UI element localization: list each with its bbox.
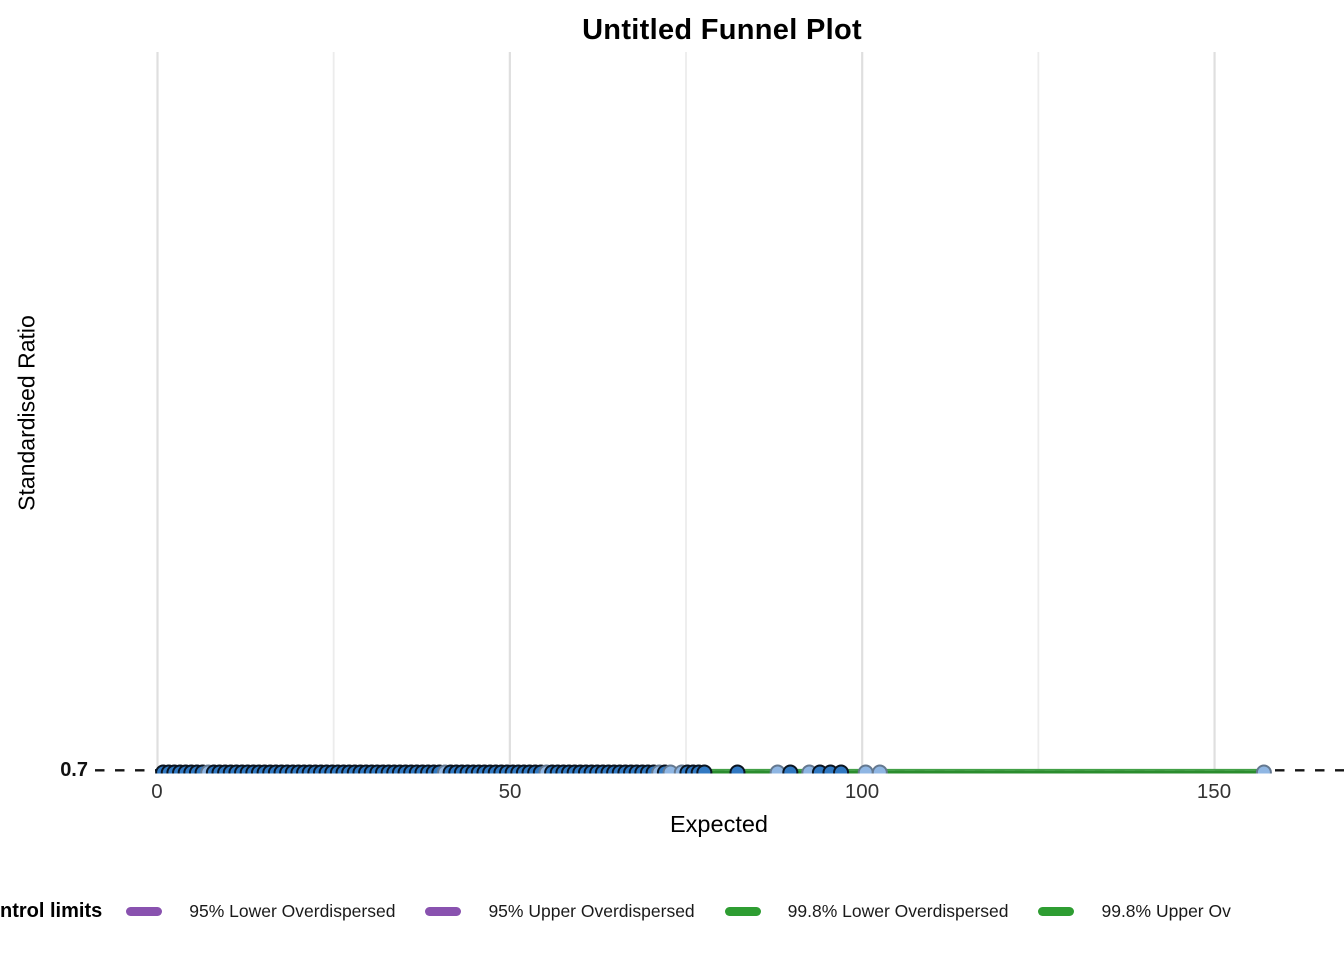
- x-tick-label-50: 50: [498, 780, 522, 803]
- legend-item-95-lower: 95% Lower Overdispersed: [126, 901, 395, 922]
- x-axis-title: Expected: [670, 811, 768, 837]
- legend: ntrol limits 95% Lower Overdispersed 95%…: [0, 892, 1344, 930]
- x-tick-label-0: 0: [151, 780, 163, 803]
- legend-title: ntrol limits: [0, 899, 103, 922]
- x-tick-label-100: 100: [844, 780, 880, 803]
- legend-item-95-upper: 95% Upper Overdispersed: [425, 900, 695, 922]
- y-tick-label-0.7: 0.7: [60, 759, 88, 781]
- data-point: [782, 764, 799, 774]
- line-swatch-icon: [126, 906, 163, 916]
- y-axis-title: Standardised Ratio: [13, 315, 40, 511]
- line-swatch-icon: [1038, 906, 1075, 916]
- line-swatch-icon: [724, 906, 761, 916]
- data-point: [696, 764, 713, 774]
- data-point: [857, 764, 874, 774]
- data-point: [833, 764, 850, 774]
- plot-layer: [155, 764, 1272, 774]
- legend-item-label: 99.8% Lower Overdispersed: [787, 900, 1009, 921]
- legend-item-998-lower: 99.8% Lower Overdispersed: [724, 900, 1009, 922]
- legend-item-label: 99.8% Upper Ov: [1101, 900, 1231, 921]
- chart-title: Untitled Funnel Plot: [582, 14, 862, 46]
- data-point: [729, 764, 746, 774]
- legend-item-label: 95% Lower Overdispersed: [189, 900, 396, 921]
- legend-item-label: 95% Upper Overdispersed: [488, 900, 695, 921]
- data-point: [871, 764, 888, 774]
- funnel-plot-canvas: [95, 52, 1344, 774]
- legend-item-998-upper: 99.8% Upper Ov: [1038, 900, 1231, 922]
- x-tick-label-150: 150: [1196, 780, 1232, 803]
- line-swatch-icon: [425, 906, 462, 916]
- data-point: [1255, 764, 1272, 774]
- data-points: [155, 764, 1272, 774]
- gridlines-minor: [332, 52, 1040, 774]
- gridlines-major: [156, 52, 1216, 774]
